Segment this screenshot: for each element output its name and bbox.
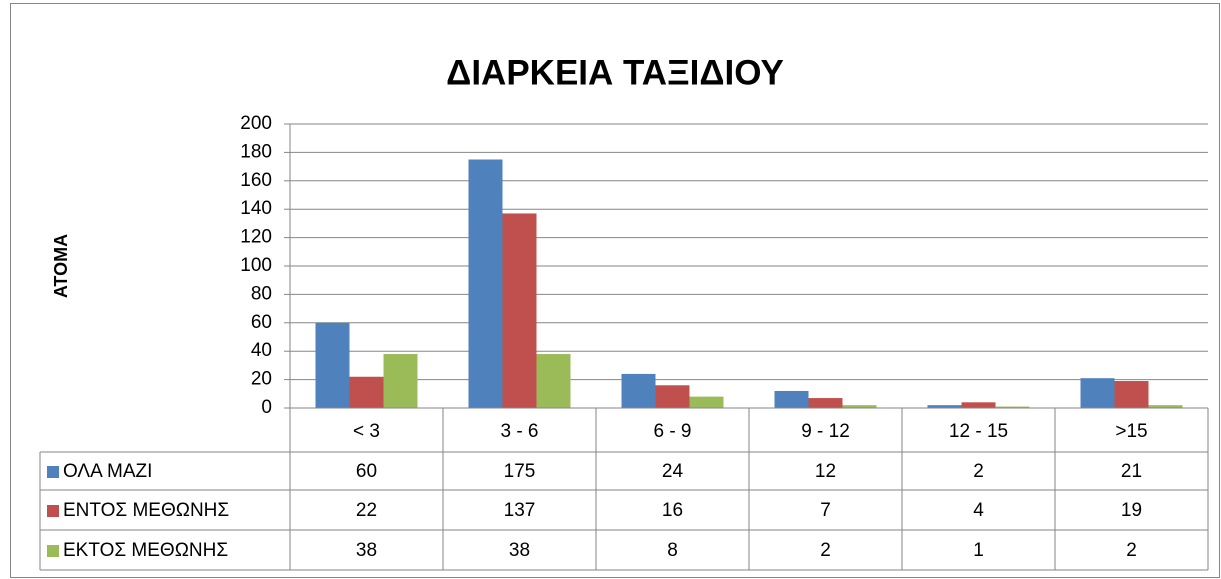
- table-value: 4: [973, 500, 984, 521]
- bar: [502, 213, 537, 408]
- bar: [1148, 405, 1183, 408]
- y-tick-label: 140: [240, 198, 272, 219]
- x-tick-label: 12 - 15: [949, 421, 1008, 442]
- y-tick-label: 40: [251, 340, 272, 361]
- y-tick-label: 200: [240, 113, 272, 134]
- bar: [842, 405, 877, 408]
- bar: [774, 390, 809, 408]
- y-tick-label: 180: [240, 141, 272, 162]
- bar: [655, 385, 690, 408]
- table-value: 38: [509, 540, 530, 561]
- table-value: 8: [667, 540, 678, 561]
- table-value: 16: [662, 500, 683, 521]
- bar: [1080, 378, 1115, 408]
- y-tick-label: 80: [251, 283, 272, 304]
- bar: [349, 376, 384, 408]
- legend-label: ΕΝΤΟΣ ΜΕΘΩΝΗΣ: [63, 500, 229, 521]
- bar: [468, 159, 503, 408]
- legend-key: [47, 545, 59, 557]
- table-value: 2: [820, 540, 831, 561]
- legend-label: ΕΚΤΟΣ ΜΕΘΩΝΗΣ: [63, 540, 228, 561]
- x-tick-label: >15: [1115, 421, 1147, 442]
- chart-title: ΔΙΑΡΚΕΙΑ ΤΑΞΙΔΙΟΥ: [446, 53, 784, 92]
- y-tick-label: 0: [261, 397, 272, 418]
- bar: [927, 405, 962, 408]
- bar: [995, 406, 1030, 408]
- y-tick-label: 20: [251, 369, 272, 390]
- bar: [1114, 381, 1149, 408]
- table-value: 137: [504, 500, 536, 521]
- legend-key: [47, 505, 59, 517]
- bar: [315, 322, 350, 408]
- bar: [383, 354, 418, 408]
- table-value: 21: [1121, 461, 1142, 482]
- table-value: 2: [973, 461, 984, 482]
- table-value: 175: [504, 461, 536, 482]
- legend-label: ΟΛΑ ΜΑΖΙ: [63, 461, 152, 482]
- x-tick-label: < 3: [353, 421, 380, 442]
- x-tick-label: 6 - 9: [653, 421, 691, 442]
- table-value: 24: [662, 461, 684, 482]
- y-tick-label: 100: [240, 255, 272, 276]
- bar: [621, 373, 656, 408]
- x-tick-label: 9 - 12: [801, 421, 850, 442]
- table-value: 12: [815, 461, 836, 482]
- table-value: 19: [1121, 500, 1142, 521]
- y-tick-label: 160: [240, 170, 272, 191]
- y-axis-label: ΑΤΟΜΑ: [51, 234, 71, 298]
- chart-border: [10, 3, 1220, 578]
- table-value: 22: [356, 500, 377, 521]
- bar: [536, 354, 571, 408]
- bar: [689, 396, 724, 408]
- table-value: 60: [356, 461, 377, 482]
- bar: [961, 402, 996, 408]
- bar: [808, 398, 843, 408]
- table-value: 7: [820, 500, 831, 521]
- table-value: 38: [356, 540, 377, 561]
- y-tick-label: 60: [251, 312, 272, 333]
- x-tick-label: 3 - 6: [500, 421, 538, 442]
- table-value: 2: [1126, 540, 1137, 561]
- table-value: 1: [973, 540, 984, 561]
- y-tick-label: 120: [240, 227, 272, 248]
- legend-key: [47, 466, 59, 478]
